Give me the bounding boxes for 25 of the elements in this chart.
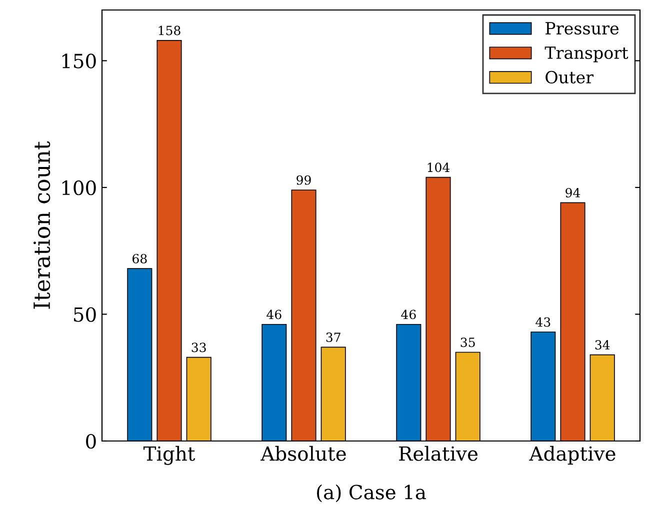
data-label: 94 [566,188,580,198]
y-tick-label: 0 [86,434,96,449]
legend-label: Pressure [546,22,619,35]
legend-label: Transport [544,46,628,62]
data-label: 35 [460,338,475,348]
legend-label: Outer [546,70,594,84]
data-label: 34 [595,340,610,350]
data-label: 99 [296,175,311,185]
x-tick-label: Adaptive [529,446,616,465]
data-label: 37 [326,332,340,342]
x-tick-label: Relative [399,446,478,461]
data-label: 104 [428,162,450,172]
x-axis-title: (a) Case 1a [317,484,426,502]
y-tick-label: 150 [62,54,96,68]
data-label: 33 [192,342,206,352]
data-label: 46 [266,310,282,320]
y-tick-label: 50 [74,307,96,322]
data-label: 43 [536,317,550,327]
y-axis-title: Iteration count [33,141,50,309]
data-label: 46 [401,310,416,320]
x-tick-label: Absolute [260,446,346,461]
data-label: 158 [158,26,180,36]
x-tick-label: Tight [143,446,196,465]
data-label: 68 [132,254,147,264]
y-tick-label: 100 [62,180,96,196]
